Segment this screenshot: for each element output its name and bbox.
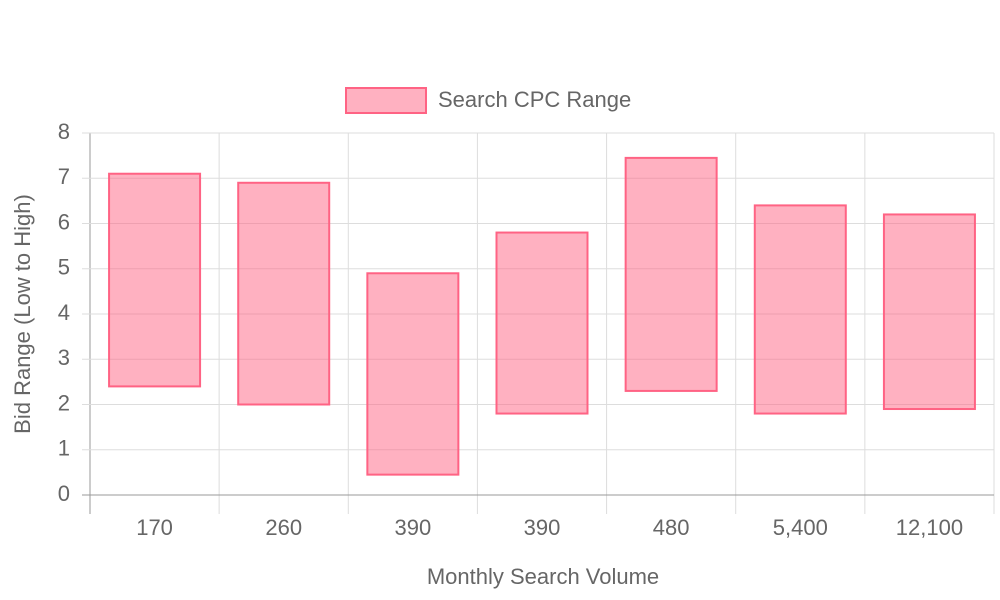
bar	[366, 272, 460, 476]
x-tick-label: 390	[394, 515, 431, 540]
y-tick-label: 2	[58, 390, 70, 415]
legend-label: Search CPC Range	[438, 87, 631, 112]
legend-swatch	[345, 87, 427, 114]
bar	[108, 172, 202, 388]
y-tick-label: 8	[58, 119, 70, 144]
y-tick-label: 3	[58, 345, 70, 370]
bar	[495, 231, 589, 415]
x-tick-label: 170	[136, 515, 173, 540]
y-tick-label: 1	[58, 436, 70, 461]
y-tick-label: 6	[58, 209, 70, 234]
y-tick-label: 5	[58, 255, 70, 280]
y-axis-title: Bid Range (Low to High)	[10, 194, 35, 434]
y-tick-label: 4	[58, 300, 70, 325]
y-tick-label: 0	[58, 481, 70, 506]
x-axis-title: Monthly Search Volume	[427, 564, 659, 589]
bar	[624, 156, 718, 392]
bar	[237, 181, 331, 406]
bar	[753, 204, 847, 415]
x-tick-label: 12,100	[896, 515, 963, 540]
x-tick-label: 260	[265, 515, 302, 540]
x-tick-label: 480	[653, 515, 690, 540]
x-tick-label: 390	[524, 515, 561, 540]
x-tick-label: 5,400	[773, 515, 828, 540]
bar	[882, 213, 976, 411]
y-tick-label: 7	[58, 164, 70, 189]
